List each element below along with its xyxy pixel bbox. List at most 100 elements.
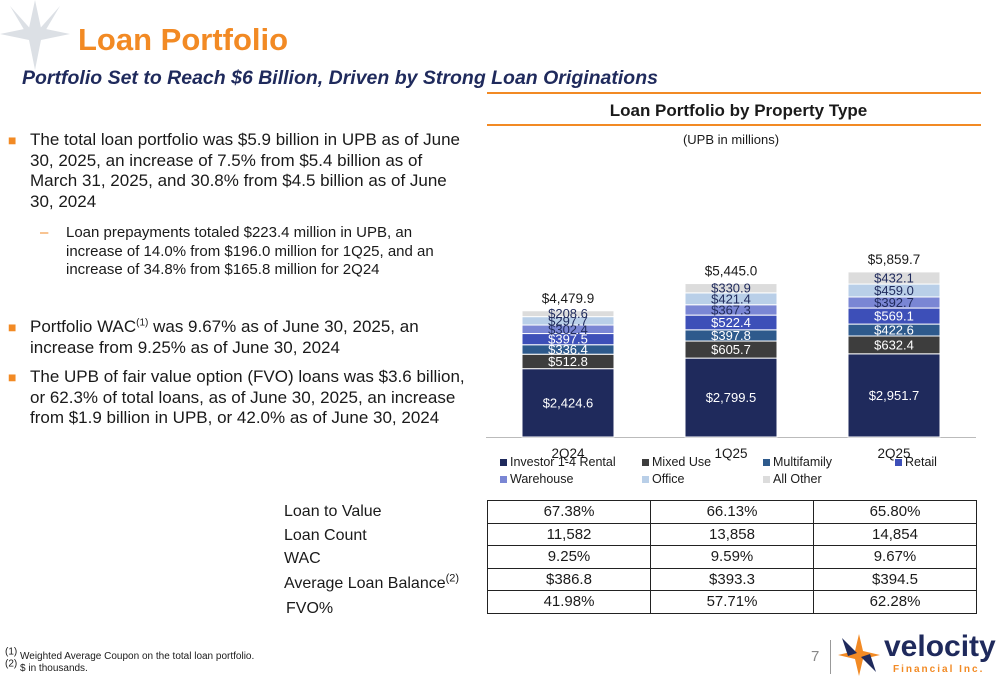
stacked-bar-chart: (UPB in millions) $2,424.6 $512.8$336.4 $39… (486, 132, 976, 486)
metric-label-fvo: FVO% (286, 600, 334, 617)
legend-label: Warehouse (510, 472, 574, 486)
data-label: $605.7 (711, 342, 751, 357)
footnote-text: $ in thousands. (17, 663, 88, 674)
legend-swatch (642, 476, 649, 483)
x-tick-label: 2Q25 (877, 446, 910, 461)
table-row: 11,582 13,858 14,854 (487, 522, 977, 546)
data-label: $432.1 (874, 270, 914, 285)
legend-label: Investor 1-4 Rental (510, 455, 616, 469)
metric-label-avg-balance: Average Loan Balance(2) (284, 572, 460, 593)
chart-title-rule-top (487, 92, 981, 94)
table-row: 67.38% 66.13% 65.80% (487, 500, 977, 524)
footnote-mark: (1) (5, 646, 18, 658)
logo-subtitle: Financial Inc. (893, 664, 985, 675)
page-divider (830, 640, 831, 674)
data-label: $302.4 (548, 322, 588, 337)
bullet-item: ■ The total loan portfolio was $5.9 bill… (8, 130, 470, 212)
table-cell: $386.8 (487, 567, 651, 591)
data-label: $569.1 (874, 309, 914, 324)
legend-swatch (895, 459, 902, 466)
footnote-2: (2) $ in thousands. (5, 659, 254, 675)
x-tick-label: 2Q24 (551, 446, 585, 461)
legend-label: Office (652, 472, 684, 486)
metric-label-loan-count: Loan Count (284, 527, 367, 544)
bullet-text: The UPB of fair value option (FVO) loans… (30, 367, 465, 427)
table-cell: $394.5 (813, 567, 977, 591)
table-cell: 11,582 (487, 522, 651, 546)
data-label: $522.4 (711, 315, 751, 330)
footnote-ref: (2) (445, 572, 460, 585)
table-cell: 9.59% (650, 545, 814, 569)
data-label: $208.6 (548, 306, 588, 321)
page-number: 7 (811, 648, 820, 665)
bar-segment (847, 353, 941, 438)
bar-segment (521, 310, 615, 318)
page-subtitle: Portfolio Set to Reach $6 Billion, Drive… (22, 67, 658, 89)
data-label: $336.4 (548, 342, 588, 357)
footnote-mark: (2) (5, 658, 18, 670)
total-label: $4,479.9 (542, 291, 595, 306)
legend-swatch (763, 476, 770, 483)
bullet-text: Loan prepayments totaled $223.4 million … (66, 224, 434, 278)
table-cell: 13,858 (650, 522, 814, 546)
total-label: $5,859.7 (868, 252, 921, 267)
page-title: Loan Portfolio (78, 22, 289, 57)
star-burst-decoration (0, 0, 70, 70)
table-row: 9.25% 9.59% 9.67% (487, 545, 977, 569)
data-label: $330.9 (711, 281, 751, 296)
table-cell: 66.13% (650, 500, 814, 524)
bar-segment (847, 271, 941, 285)
footnotes: (1) Weighted Average Coupon on the total… (5, 647, 255, 675)
table-cell: $393.3 (650, 567, 814, 591)
data-label: $2,799.5 (706, 390, 757, 405)
data-label: $632.4 (874, 337, 914, 352)
bullet-item: ■ Portfolio WAC(1) was 9.67% as of June … (8, 317, 470, 358)
legend-label: Retail (905, 455, 937, 469)
footnote-1: (1) Weighted Average Coupon on the total… (5, 647, 255, 663)
legend-swatch (763, 459, 770, 466)
metric-label-text: Average Loan Balance (284, 575, 446, 592)
bullet-item: ■ The UPB of fair value option (FVO) loa… (8, 367, 470, 429)
logo-wordmark: velocity (884, 630, 996, 663)
data-label: $512.8 (548, 354, 588, 369)
table-cell: 65.80% (813, 500, 977, 524)
metric-label-wac: WAC (284, 550, 321, 567)
bullet-text: was 9.67% as of June 30, 2025, an increa… (30, 317, 419, 357)
legend-swatch (500, 459, 507, 466)
legend-swatch (642, 459, 649, 466)
data-label: $397.8 (711, 328, 751, 343)
legend-label: Multifamily (773, 455, 833, 469)
footnote-text: Weighted Average Coupon on the total loa… (17, 651, 255, 662)
table-cell: 41.98% (487, 590, 651, 614)
square-bullet-icon: ■ (8, 369, 17, 385)
total-label: $5,445.0 (705, 264, 758, 279)
table-row: $386.8 $393.3 $394.5 (487, 567, 977, 591)
table-cell: 67.38% (487, 500, 651, 524)
chart-title: Loan Portfolio by Property Type (609, 101, 868, 120)
velocity-logo-icon (838, 634, 880, 676)
bar-segment (684, 283, 778, 294)
x-tick-label: 1Q25 (714, 446, 747, 461)
dash-bullet-icon: – (40, 224, 49, 241)
legend-label: All Other (773, 472, 822, 486)
bullet-text: Portfolio WAC (30, 317, 137, 336)
square-bullet-icon: ■ (8, 132, 17, 148)
data-label: $422.6 (874, 323, 914, 338)
footnote-ref: (1) (136, 317, 149, 329)
chart-unit-label: (UPB in millions) (683, 132, 779, 147)
table-cell: 62.28% (813, 590, 977, 614)
chart-title-rule-bottom (487, 124, 981, 126)
data-label: $367.3 (711, 302, 751, 317)
metric-label-ltv: Loan to Value (284, 503, 382, 520)
metrics-table: 67.38% 66.13% 65.80% 11,582 13,858 14,854 9.… (487, 500, 977, 614)
square-bullet-icon: ■ (8, 319, 17, 335)
data-label: $459.0 (874, 283, 914, 298)
legend-label: Mixed Use (652, 455, 711, 469)
data-label: $421.4 (711, 291, 751, 306)
table-cell: 57.71% (650, 590, 814, 614)
sub-bullet-item: – Loan prepayments totaled $223.4 millio… (40, 224, 471, 280)
table-row: 41.98% 57.71% 62.28% (487, 590, 977, 614)
data-label: $2,424.6 (543, 395, 594, 410)
bullet-text: The total loan portfolio was $5.9 billio… (30, 130, 460, 211)
legend-swatch (500, 476, 507, 483)
